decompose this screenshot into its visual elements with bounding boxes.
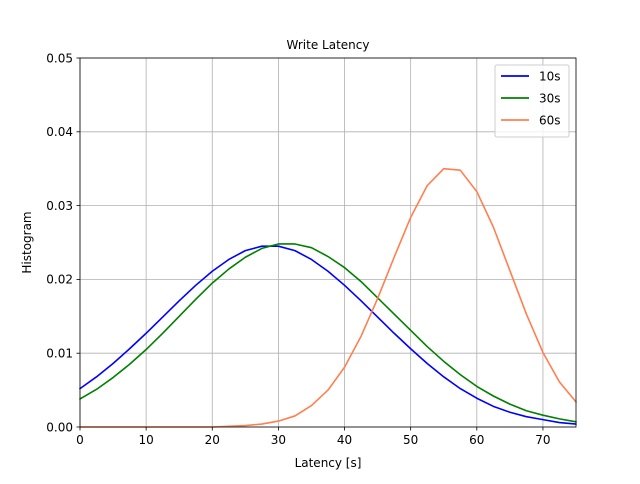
legend-box bbox=[494, 64, 570, 138]
y-tick-label: 0.01 bbox=[46, 347, 73, 361]
y-tick-label: 0.03 bbox=[46, 199, 73, 213]
x-axis-label: Latency [s] bbox=[295, 456, 362, 470]
y-axis-label: Histogram bbox=[20, 211, 34, 273]
series-line-30s bbox=[79, 243, 577, 423]
legend-label: 10s bbox=[539, 69, 561, 83]
legend: 10s 30s 60s bbox=[494, 64, 570, 138]
axis-ticks: 0 10 20 30 40 50 60 70 0.00 0.01 0.02 0.03 0.04 0.05 bbox=[46, 51, 550, 447]
y-tick-label: 0.04 bbox=[46, 125, 73, 139]
grid-lines bbox=[79, 57, 576, 428]
y-tick-label: 0.00 bbox=[46, 420, 73, 434]
y-tick-label: 0.05 bbox=[46, 51, 73, 65]
y-tick-label: 0.02 bbox=[46, 273, 73, 287]
legend-label: 30s bbox=[539, 91, 561, 105]
plot-frame bbox=[79, 57, 577, 428]
legend-label: 60s bbox=[539, 113, 561, 127]
x-tick-label: 20 bbox=[205, 433, 220, 447]
chart-title: Write Latency bbox=[287, 38, 370, 52]
plot-area bbox=[80, 58, 576, 427]
x-tick-label: 40 bbox=[337, 433, 352, 447]
x-tick-label: 60 bbox=[469, 433, 484, 447]
x-tick-label: 0 bbox=[76, 433, 84, 447]
x-tick-label: 10 bbox=[138, 433, 153, 447]
x-tick-label: 50 bbox=[403, 433, 418, 447]
x-tick-label: 70 bbox=[535, 433, 550, 447]
series-line-10s bbox=[79, 245, 577, 425]
x-tick-label: 30 bbox=[271, 433, 286, 447]
